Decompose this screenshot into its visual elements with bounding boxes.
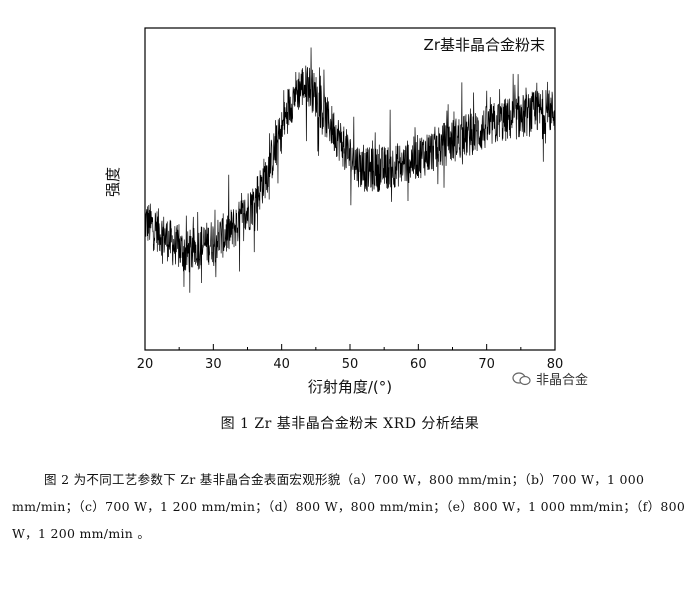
body-paragraph: 图 2 为不同工艺参数下 Zr 基非晶合金表面宏观形貌（a）700 W，800 … <box>12 472 686 541</box>
x-tick-label: 60 <box>410 357 427 372</box>
x-tick-label: 50 <box>342 357 359 372</box>
y-axis-label: 强度 <box>104 167 122 197</box>
x-tick-label: 70 <box>478 357 495 372</box>
legend-label: Zr基非晶合金粉末 <box>424 36 545 54</box>
x-tick-label: 20 <box>137 357 154 372</box>
x-tick-label: 30 <box>205 357 222 372</box>
plot-frame <box>144 27 556 351</box>
trace-layer <box>144 47 556 293</box>
x-axis-label: 衍射角度/(°) <box>308 378 392 396</box>
xrd-trace <box>144 47 556 293</box>
watermark: 非晶合金 <box>512 369 588 388</box>
wechat-icon <box>512 371 531 385</box>
figure-caption: 图 1 Zr 基非晶合金粉末 XRD 分析结果 <box>220 416 480 432</box>
x-tick-label: 40 <box>273 357 290 372</box>
x-axis: 20 30 40 50 60 70 80 <box>137 344 564 372</box>
xrd-chart: 20 30 40 50 60 70 80 Zr基非晶合金粉末 强度 衍射角度/(°) <box>104 27 564 396</box>
x-tick-label: 80 <box>547 357 564 372</box>
watermark-text: 非晶合金 <box>536 373 589 388</box>
